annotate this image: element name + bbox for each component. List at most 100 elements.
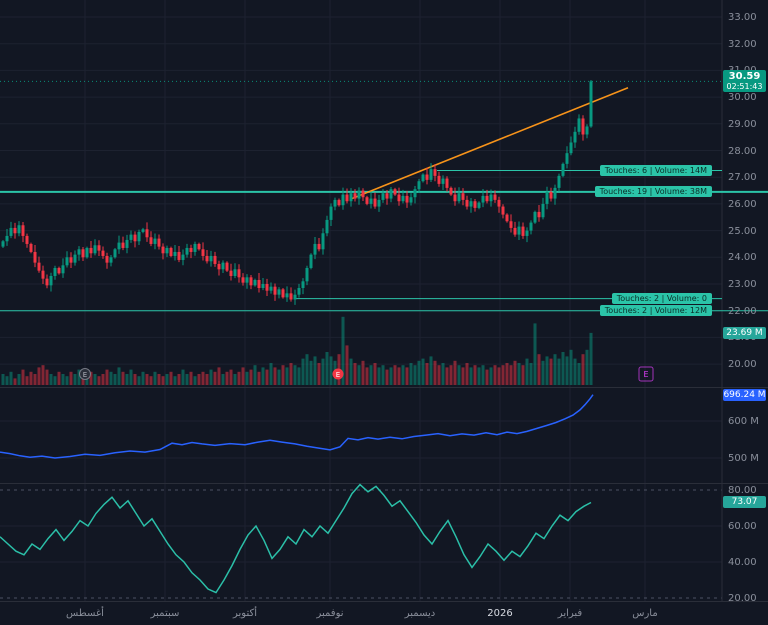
candle-body — [97, 245, 101, 251]
time-axis-month-label[interactable]: فبراير — [557, 608, 583, 619]
svg-text:E: E — [336, 371, 340, 379]
price-tick-label: 23.00 — [728, 279, 757, 290]
volume-bar — [289, 363, 293, 385]
candle-body — [517, 226, 521, 235]
volume-bar — [585, 349, 589, 385]
candle-body — [133, 234, 137, 242]
candle-body — [445, 178, 449, 188]
time-axis-month-label[interactable]: ديسمبر — [404, 608, 436, 619]
volume-bar — [149, 376, 153, 385]
time-axis-month-label[interactable]: 2026 — [487, 608, 513, 619]
candle-body — [165, 247, 169, 254]
volume-bar — [313, 356, 317, 385]
candle-body — [521, 226, 525, 236]
volume-bar — [241, 367, 245, 385]
time-axis-month-label[interactable]: أكتوبر — [232, 608, 258, 619]
candle-body — [257, 279, 261, 289]
candle-body — [245, 277, 249, 283]
candle-body — [281, 289, 285, 298]
time-axis-month-label[interactable]: سبتمبر — [150, 608, 180, 619]
volume-bar — [257, 371, 261, 385]
candle-body — [337, 199, 341, 206]
volume-bar — [329, 356, 333, 385]
oscillator-line[interactable] — [0, 483, 592, 594]
trendline[interactable] — [351, 87, 629, 200]
candle-body — [297, 288, 301, 295]
time-axis-month-label[interactable]: نوفمبر — [316, 608, 344, 619]
candle-body — [61, 265, 65, 274]
level-touches-label[interactable]: Touches: 2 | Volume: 0 — [611, 293, 712, 305]
volume-bar — [393, 365, 397, 385]
candle-body — [285, 293, 289, 298]
volume-bar — [417, 360, 421, 385]
candle-body — [9, 227, 13, 236]
volume-bar — [433, 360, 437, 385]
volume-bar — [33, 374, 37, 385]
candle-body — [265, 284, 269, 291]
volume-bar — [545, 356, 549, 385]
volume-bar — [497, 367, 501, 385]
volume-bar — [165, 374, 169, 385]
candle-body — [333, 199, 337, 207]
candle-body — [421, 174, 425, 182]
candle-body — [349, 193, 353, 202]
candle-body — [125, 239, 129, 248]
level-touches-label[interactable]: Touches: 6 | Volume: 14M — [599, 165, 712, 177]
earnings-event-marker[interactable]: E — [638, 366, 654, 382]
candle-body — [101, 250, 105, 256]
candle-body — [77, 249, 81, 255]
level-touches-label[interactable]: Touches: 19 | Volume: 38M — [594, 186, 712, 198]
bar-countdown: 02:51:43 — [726, 82, 763, 91]
volume-bar — [229, 369, 233, 385]
candle-body — [577, 118, 581, 132]
volume-bar — [373, 363, 377, 385]
volume-bar — [521, 365, 525, 385]
volume-bar — [265, 369, 269, 385]
volume-bar — [429, 356, 433, 385]
candle-body — [541, 203, 545, 218]
volume-bar — [553, 354, 557, 385]
volume-indicator-line[interactable] — [0, 394, 594, 459]
volume-bar — [297, 367, 301, 385]
volume-bar — [301, 358, 305, 385]
volume-bar — [269, 363, 273, 385]
candle-body — [229, 270, 233, 276]
volume-bar — [233, 374, 237, 385]
price-tick-label: 25.00 — [728, 225, 757, 237]
volume-bar — [225, 371, 229, 385]
time-axis-month-label[interactable]: أغسطس — [66, 608, 104, 619]
candle-body — [225, 262, 229, 271]
volume-bar — [221, 374, 225, 385]
candle-body — [397, 194, 401, 202]
volume-bar — [481, 365, 485, 385]
volume-bar — [237, 371, 241, 385]
candle-body — [325, 219, 329, 234]
earnings-event-marker[interactable]: E — [79, 368, 91, 380]
volume-bar — [5, 376, 9, 385]
volume-bar — [181, 369, 185, 385]
candle-body — [25, 235, 29, 244]
volume-bar — [473, 365, 477, 385]
price-tick-label: 24.00 — [728, 252, 757, 264]
oscillator-value-badge: 73.07 — [723, 496, 766, 508]
volume-bar — [537, 354, 541, 385]
candle-body — [441, 178, 445, 184]
candle-body — [321, 233, 325, 250]
volume-bar — [309, 360, 313, 385]
candle-body — [341, 194, 345, 206]
volume-bar — [73, 374, 77, 385]
earnings-event-marker[interactable]: E — [332, 368, 344, 380]
volume-bar — [457, 365, 461, 385]
volume-bar — [141, 371, 145, 385]
candle-body — [177, 251, 181, 260]
level-touches-label[interactable]: Touches: 2 | Volume: 12M — [599, 305, 712, 317]
candle-body — [277, 289, 281, 295]
candle-body — [537, 211, 541, 218]
time-axis-month-label[interactable]: مارس — [632, 608, 658, 619]
candle-body — [153, 238, 157, 244]
candle-body — [1, 241, 5, 247]
volume-bar — [193, 376, 197, 385]
candle-body — [509, 221, 513, 228]
